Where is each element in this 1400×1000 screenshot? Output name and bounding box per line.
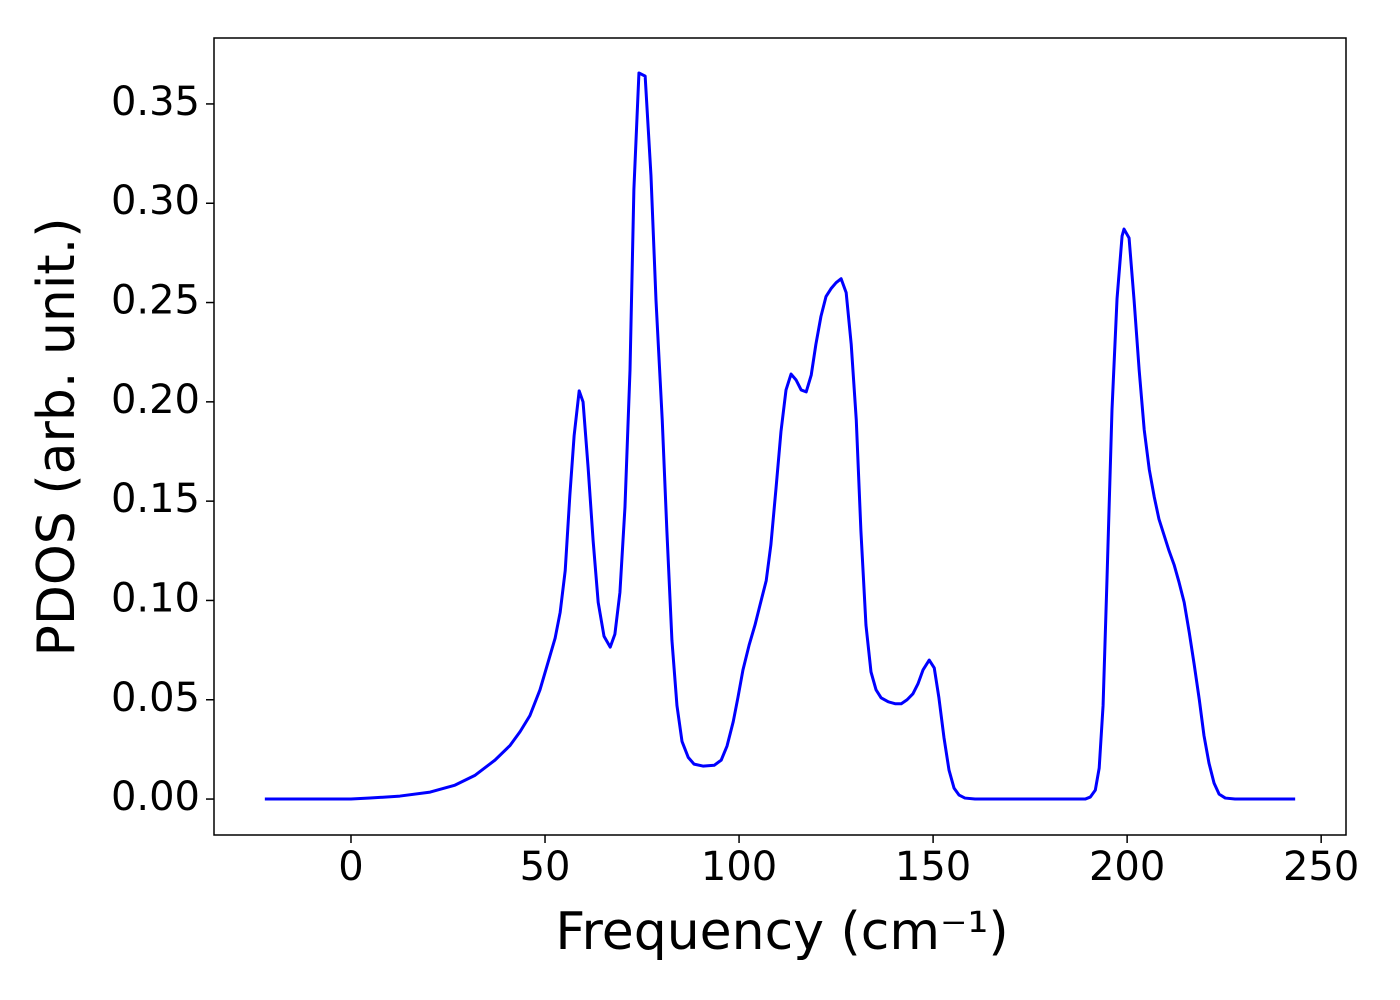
x-tick-label: 100 [701, 844, 777, 890]
x-tick-label: 50 [520, 844, 571, 890]
y-tick-label: 0.10 [111, 575, 200, 621]
y-tick-label: 0.20 [111, 377, 200, 423]
y-tick-label: 0.15 [111, 476, 200, 522]
x-tick-label: 0 [338, 844, 363, 890]
y-tick-label: 0.25 [111, 278, 200, 324]
data-line [264, 71, 1296, 801]
y-axis-label: PDOS (arb. unit.) [27, 217, 87, 656]
x-tick-label: 150 [895, 844, 971, 890]
plot-frame [213, 37, 1347, 836]
x-axis-label: Frequency (cm⁻¹) [555, 902, 1008, 962]
y-tick-label: 0.05 [111, 675, 200, 721]
y-tick-label: 0.35 [111, 79, 200, 125]
y-tick-label: 0.00 [111, 774, 200, 820]
y-tick-label: 0.30 [111, 178, 200, 224]
x-tick-label: 250 [1283, 844, 1359, 890]
x-tick-label: 200 [1089, 844, 1165, 890]
